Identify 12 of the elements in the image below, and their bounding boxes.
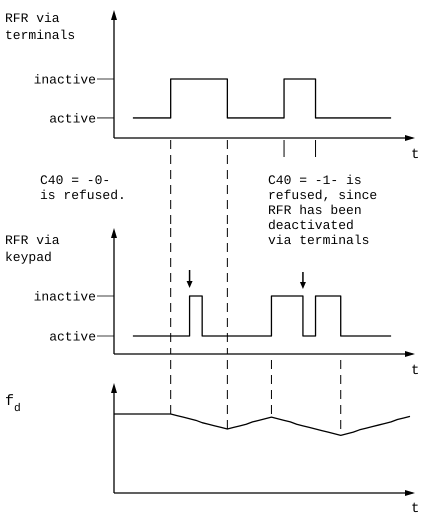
text: active [49, 111, 96, 126]
y-axis-title: f$_{d}$ [5, 393, 21, 415]
text: C40 = -0- is refused. [40, 173, 126, 203]
y-axis-title: RFR via terminals [5, 11, 76, 43]
x-axis-title: t [411, 147, 420, 163]
text: active [49, 330, 96, 345]
y-axis-title: RFR via keypad [5, 233, 60, 265]
text: inactive [34, 72, 96, 88]
x-axis-title: t [411, 363, 420, 379]
x-axis-title: t [411, 501, 420, 517]
text: C40 = -1- is refused, since RFR has been deactivated via terminals [268, 173, 378, 248]
text: inactive [34, 290, 96, 305]
